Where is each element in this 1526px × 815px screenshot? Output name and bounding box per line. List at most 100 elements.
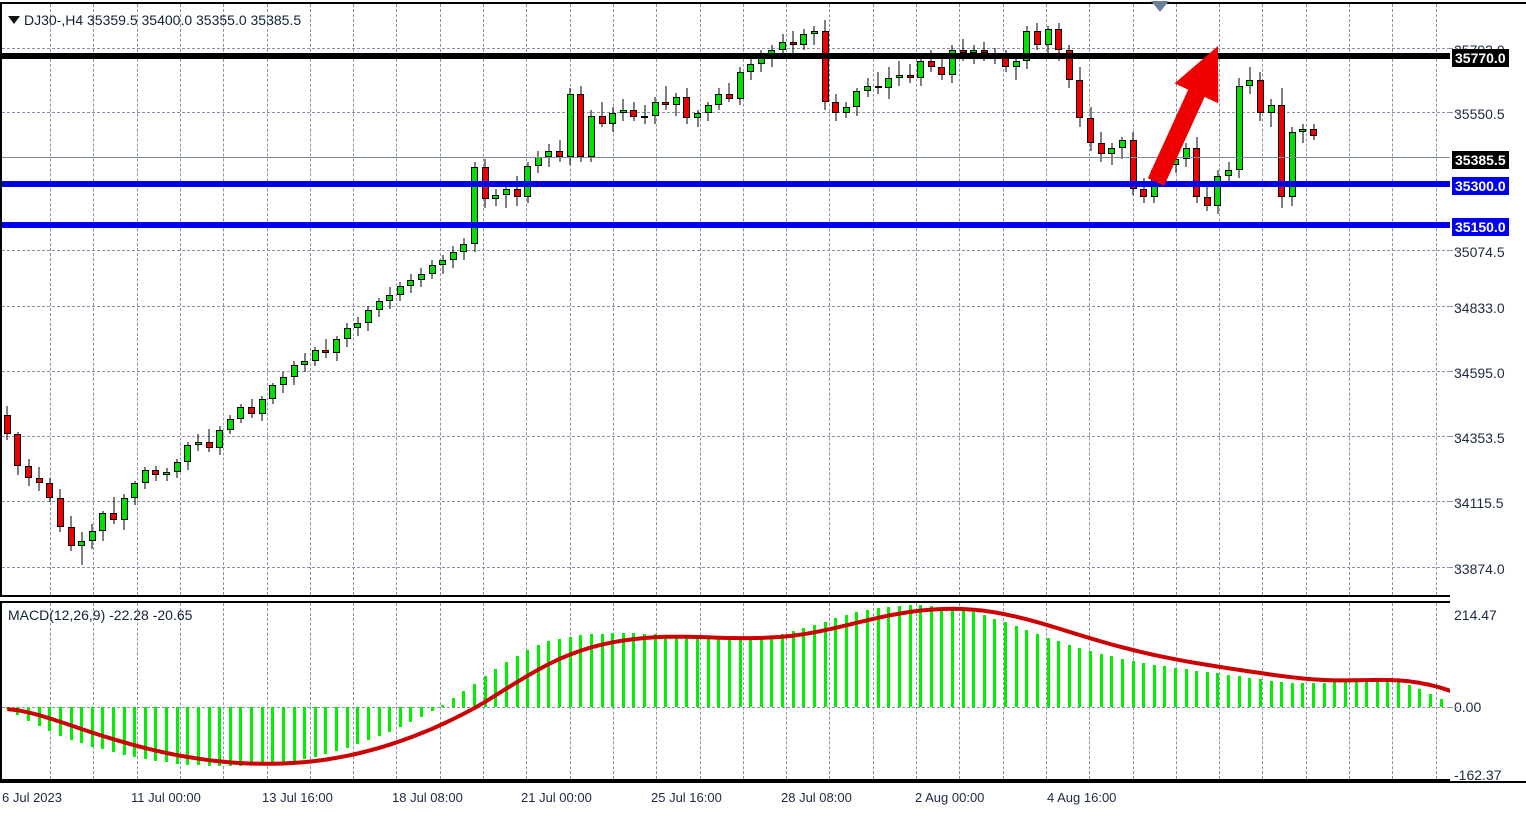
price-plot-area[interactable] bbox=[2, 4, 1450, 595]
candlestick bbox=[1235, 4, 1243, 595]
candle-body-bullish bbox=[173, 461, 181, 473]
macd-histogram-bar bbox=[1365, 679, 1369, 707]
macd-histogram-bar bbox=[1057, 641, 1061, 707]
macd-indicator-pane[interactable]: MACD(12,26,9) -22.28 -20.65 bbox=[0, 601, 1452, 781]
macd-axis-label: 214.47 bbox=[1454, 607, 1497, 623]
candlestick bbox=[694, 4, 702, 595]
candlestick bbox=[258, 4, 266, 595]
resistance-35770[interactable] bbox=[2, 53, 1450, 59]
macd-histogram-bar bbox=[1152, 664, 1156, 707]
time-axis-label: 2 Aug 00:00 bbox=[915, 790, 985, 805]
candle-body-bullish bbox=[311, 349, 319, 361]
candle-body-bullish bbox=[587, 115, 595, 157]
candle-body-bearish bbox=[556, 151, 564, 157]
price-axis[interactable]: 35792.035770.035550.535385.535300.035150… bbox=[1450, 2, 1526, 597]
vertical-gridline bbox=[1002, 4, 1004, 595]
macd-signal-line bbox=[7, 606, 1450, 766]
candle-body-bullish bbox=[364, 310, 372, 323]
candle-wick bbox=[1270, 99, 1272, 127]
macd-histogram-bar bbox=[823, 621, 827, 707]
macd-histogram-bar bbox=[558, 638, 562, 707]
macd-axis[interactable]: 214.47 0.00 -162.37 bbox=[1450, 601, 1526, 783]
horizontal-gridline bbox=[2, 567, 1450, 568]
macd-axis-label: 0.00 bbox=[1454, 699, 1482, 715]
candle-body-bullish bbox=[885, 77, 893, 89]
candlestick bbox=[938, 4, 946, 595]
macd-plot-area[interactable] bbox=[2, 603, 1450, 779]
macd-histogram-bar bbox=[982, 615, 986, 707]
axis-tick-mark bbox=[1450, 306, 1458, 307]
candlestick bbox=[1108, 4, 1116, 595]
macd-histogram-bar bbox=[887, 606, 891, 707]
triangle-down-icon[interactable] bbox=[8, 16, 20, 24]
candle-wick bbox=[909, 63, 911, 83]
macd-histogram-bar bbox=[1089, 651, 1093, 707]
candle-body-bearish bbox=[832, 102, 840, 113]
macd-histogram-bar bbox=[1248, 677, 1252, 707]
support-35150[interactable] bbox=[2, 222, 1450, 228]
time-axis-label: 4 Aug 16:00 bbox=[1047, 790, 1117, 805]
macd-histogram-bar bbox=[950, 608, 954, 707]
candle-body-bearish bbox=[906, 74, 914, 78]
candle-body-bullish bbox=[672, 96, 680, 105]
macd-histogram-bar bbox=[218, 706, 222, 767]
vertical-gridline bbox=[439, 4, 441, 595]
macd-histogram-bar bbox=[1205, 671, 1209, 707]
candle-body-bullish bbox=[1161, 164, 1169, 171]
macd-histogram-bar bbox=[1227, 674, 1231, 707]
candlestick bbox=[810, 4, 818, 595]
candlestick bbox=[141, 4, 149, 595]
candlestick bbox=[152, 4, 160, 595]
candle-body-bullish bbox=[800, 33, 808, 45]
macd-histogram-bar bbox=[1110, 656, 1114, 707]
current-price-35385[interactable] bbox=[2, 157, 1450, 158]
axis-tick-mark bbox=[1450, 112, 1458, 113]
candlestick bbox=[14, 4, 22, 595]
candle-wick bbox=[962, 39, 964, 62]
macd-histogram-bar bbox=[812, 625, 816, 707]
candlestick bbox=[832, 4, 840, 595]
candlestick bbox=[619, 4, 627, 595]
candle-body-bearish bbox=[1203, 197, 1211, 206]
candlestick bbox=[290, 4, 298, 595]
candle-wick bbox=[813, 25, 815, 45]
time-axis-label: 13 Jul 16:00 bbox=[262, 790, 333, 805]
macd-histogram-bar bbox=[717, 639, 721, 707]
macd-histogram-bar bbox=[228, 706, 232, 767]
price-chart-pane[interactable]: DJ30-,H4 35359.5 35400.0 35355.0 35385.5 bbox=[0, 2, 1452, 597]
candle-body-bullish bbox=[1267, 104, 1275, 113]
axis-tick-mark bbox=[1450, 501, 1458, 502]
macd-histogram-bar bbox=[473, 683, 477, 707]
candlestick bbox=[1129, 4, 1137, 595]
macd-histogram-bar bbox=[504, 662, 508, 707]
vertical-gridline bbox=[439, 603, 441, 779]
candlestick bbox=[609, 4, 617, 595]
candlestick bbox=[715, 4, 723, 595]
candlestick bbox=[1076, 4, 1084, 595]
candlestick bbox=[598, 4, 606, 595]
candle-body-bullish bbox=[641, 115, 648, 118]
macd-histogram-bar bbox=[759, 637, 763, 707]
candlestick bbox=[1214, 4, 1222, 595]
candlestick bbox=[205, 4, 213, 595]
candlestick bbox=[704, 4, 712, 595]
support-35300[interactable] bbox=[2, 181, 1450, 187]
candlestick bbox=[513, 4, 521, 595]
chart-marker-icon[interactable] bbox=[1151, 1, 1169, 12]
candle-body-bullish bbox=[609, 112, 617, 124]
candlestick bbox=[248, 4, 256, 595]
macd-histogram-bar bbox=[1312, 683, 1316, 707]
candle-wick bbox=[81, 532, 83, 566]
candlestick bbox=[56, 4, 64, 595]
vertical-gridline bbox=[1219, 4, 1221, 595]
vertical-gridline bbox=[699, 4, 701, 595]
macd-histogram-bar bbox=[972, 612, 976, 707]
time-axis[interactable]: 6 Jul 2023 11 Jul 00:00 13 Jul 16:00 18 Jul… bbox=[0, 781, 1526, 815]
candlestick bbox=[1140, 4, 1148, 595]
macd-histogram-bar bbox=[653, 634, 657, 707]
candle-body-bearish bbox=[874, 85, 882, 89]
macd-histogram-bar bbox=[175, 706, 179, 764]
vertical-gridline bbox=[1219, 603, 1221, 779]
candle-body-bullish bbox=[1246, 80, 1254, 86]
macd-histogram-bar bbox=[1131, 660, 1135, 707]
